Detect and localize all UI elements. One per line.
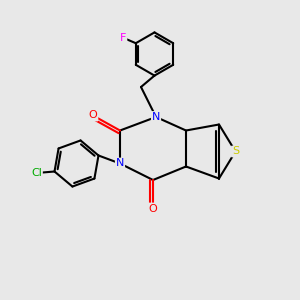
Text: O: O: [88, 110, 98, 121]
Text: S: S: [232, 146, 239, 157]
Text: N: N: [116, 158, 124, 169]
Text: F: F: [120, 33, 126, 43]
Text: Cl: Cl: [31, 168, 42, 178]
Text: N: N: [152, 112, 160, 122]
Text: O: O: [148, 203, 158, 214]
